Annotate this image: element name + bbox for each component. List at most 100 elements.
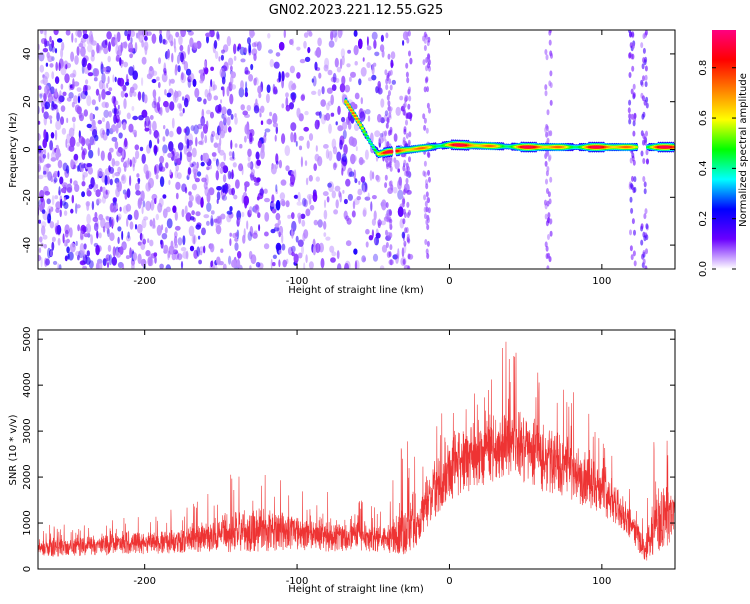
heatmap-noise-blob — [53, 170, 59, 178]
heatmap-noise-blob — [91, 49, 95, 57]
heatmap-noise-blob — [108, 165, 111, 173]
heatmap-noise-blob — [312, 245, 316, 256]
heatmap-noise-blob — [86, 201, 90, 211]
heatmap-noise-blob — [95, 262, 100, 269]
heatmap-noise-blob — [191, 234, 197, 245]
heatmap-noise-blob — [61, 182, 68, 188]
heatmap-streak-blob — [642, 111, 646, 118]
heatmap-noise-blob — [49, 35, 52, 43]
heatmap-noise-blob — [220, 54, 224, 61]
heatmap-noise-blob — [341, 93, 346, 101]
heatmap-noise-blob — [344, 84, 351, 93]
heatmap-streak-blob — [631, 175, 634, 182]
heatmap-noise-blob — [295, 140, 298, 147]
heatmap-noise-blob — [97, 167, 103, 177]
heatmap-noise-blob — [291, 38, 294, 47]
heatmap-noise-blob — [137, 198, 142, 210]
y-tick-label: -20 — [22, 189, 33, 205]
heatmap-noise-blob — [216, 191, 221, 201]
heatmap-streak-blob — [640, 79, 644, 86]
heatmap-noise-blob — [127, 214, 133, 221]
heatmap-streak-blob — [386, 116, 390, 123]
heatmap-noise-blob — [87, 62, 92, 71]
heatmap-noise-blob — [75, 240, 78, 247]
heatmap-noise-blob — [409, 113, 412, 122]
heatmap-noise-blob — [106, 261, 110, 268]
heatmap-noise-blob — [52, 147, 56, 155]
heatmap-noise-blob — [226, 86, 230, 97]
heatmap-noise-blob — [60, 187, 66, 193]
heatmap-noise-blob — [50, 175, 54, 183]
heatmap-noise-blob — [85, 79, 89, 85]
heatmap-noise-blob — [211, 130, 216, 137]
heatmap-noise-blob — [290, 245, 296, 253]
heatmap-noise-blob — [174, 211, 178, 221]
heatmap-noise-blob — [149, 239, 154, 247]
heatmap-streak-blob — [641, 63, 645, 70]
heatmap-noise-blob — [346, 63, 351, 68]
heatmap-noise-blob — [102, 226, 106, 233]
heatmap-noise-blob — [108, 41, 111, 52]
heatmap-streak-blob — [424, 77, 428, 84]
heatmap-noise-blob — [297, 252, 303, 259]
heatmap-streak-blob — [644, 265, 648, 269]
heatmap-noise-blob — [249, 225, 254, 237]
heatmap-noise-blob — [240, 80, 244, 90]
heatmap-ridge-mark — [366, 136, 370, 140]
heatmap-noise-blob — [182, 235, 186, 246]
heatmap-noise-blob — [156, 224, 162, 236]
heatmap-noise-blob — [267, 33, 271, 39]
heatmap-noise-blob — [257, 85, 262, 94]
heatmap-noise-blob — [204, 135, 208, 144]
heatmap-noise-blob — [112, 108, 117, 114]
heatmap-noise-blob — [353, 248, 358, 255]
heatmap-noise-blob — [216, 31, 220, 40]
heatmap-ridge-mark — [390, 150, 394, 153]
heatmap-noise-blob — [199, 251, 203, 256]
heatmap-noise-blob — [183, 145, 188, 155]
heatmap-streak-blob — [405, 62, 409, 69]
heatmap-streak-blob — [426, 253, 430, 259]
heatmap-streak-blob — [646, 158, 649, 165]
heatmap-ridge-mark — [373, 148, 377, 152]
heatmap-noise-blob — [221, 49, 225, 54]
heatmap-noise-blob — [242, 234, 246, 244]
heatmap-streak-blob — [633, 176, 637, 183]
heatmap-streak-blob — [388, 90, 391, 97]
heatmap-streak-blob — [633, 260, 637, 267]
heatmap-streak-blob — [405, 113, 409, 120]
heatmap-noise-blob — [376, 175, 381, 183]
heatmap-streak-blob — [628, 52, 632, 58]
heatmap-streak-blob — [640, 42, 644, 49]
heatmap-streak-blob — [407, 103, 411, 110]
heatmap-noise-blob — [82, 171, 88, 178]
heatmap-streak-blob — [549, 70, 553, 77]
heatmap-noise-blob — [64, 73, 70, 84]
heatmap-noise-blob — [69, 136, 76, 148]
heatmap-noise-blob — [195, 224, 201, 230]
heatmap-noise-blob — [317, 89, 321, 97]
heatmap-noise-blob — [83, 109, 89, 117]
heatmap-noise-blob — [158, 96, 161, 103]
heatmap-noise-blob — [345, 240, 352, 247]
heatmap-noise-blob — [158, 82, 161, 89]
heatmap-noise-blob — [365, 109, 371, 115]
heatmap-noise-blob — [256, 159, 261, 166]
heatmap-noise-blob — [232, 162, 237, 168]
heatmap-noise-blob — [208, 88, 211, 97]
heatmap-streak-blob — [632, 92, 636, 99]
heatmap-noise-blob — [86, 213, 91, 225]
heatmap-noise-blob — [183, 128, 187, 133]
heatmap-noise-blob — [367, 192, 370, 200]
heatmap-noise-blob — [285, 200, 290, 208]
heatmap-noise-blob — [291, 135, 295, 143]
heatmap-noise-blob — [163, 244, 169, 254]
heatmap-noise-blob — [272, 122, 278, 128]
heatmap-noise-blob — [38, 219, 42, 224]
heatmap-noise-blob — [315, 111, 321, 116]
heatmap-streak-blob — [402, 109, 406, 116]
heatmap-noise-blob — [304, 110, 309, 116]
heatmap-noise-blob — [95, 88, 100, 96]
heatmap-noise-blob — [55, 147, 61, 159]
